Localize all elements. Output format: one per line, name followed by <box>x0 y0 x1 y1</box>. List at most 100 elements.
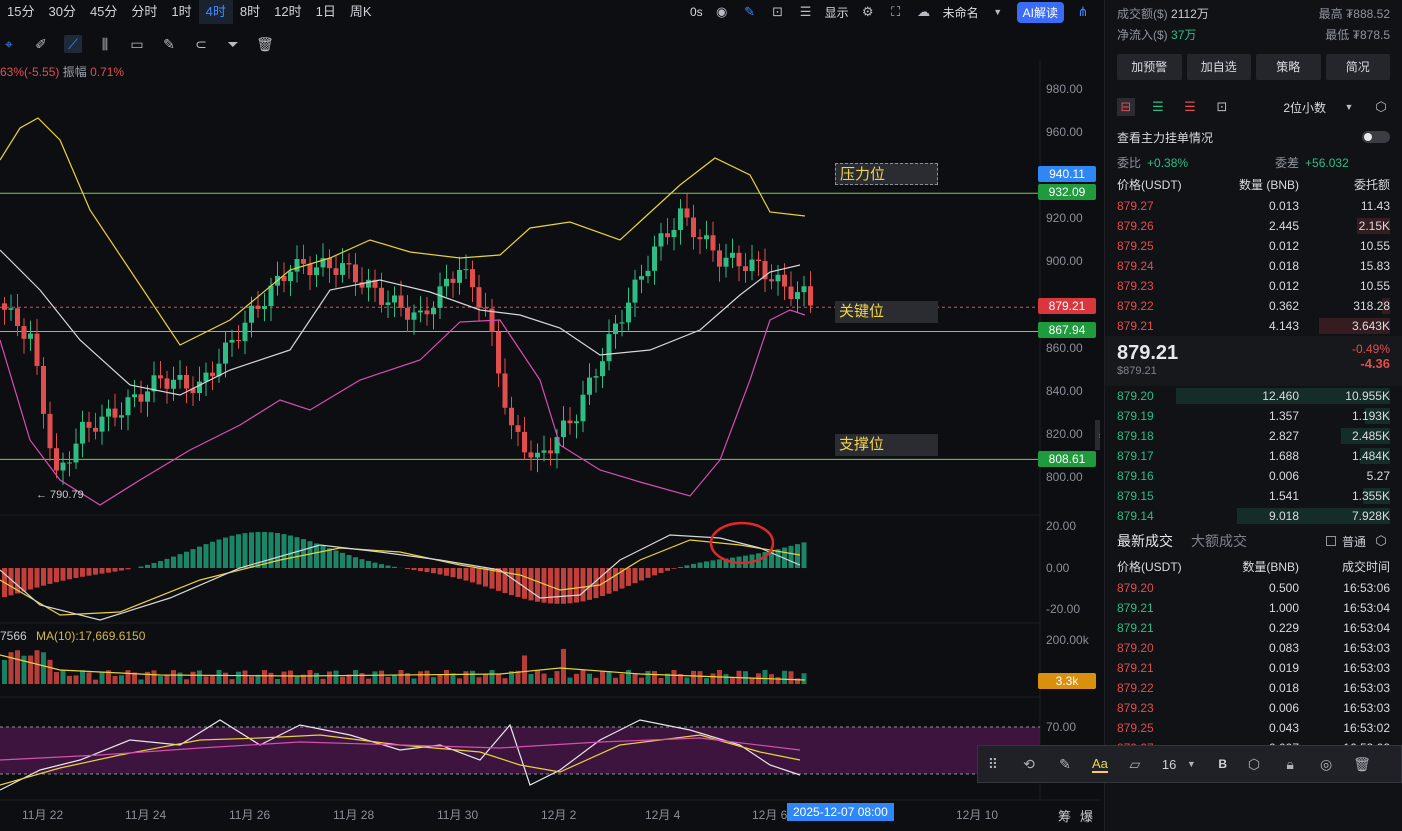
annotation-key-level[interactable]: 关键位 <box>835 301 938 323</box>
share-icon[interactable]: ⋔ <box>1077 4 1089 19</box>
filter-icon[interactable]: ⏷ <box>227 35 239 52</box>
orderbook-both-icon[interactable]: ⊟ <box>1117 98 1135 116</box>
tab-latest-trades[interactable]: 最新成交 <box>1117 533 1173 549</box>
liquidation-button[interactable]: 爆 <box>1080 809 1094 824</box>
ask-row[interactable]: 879.26 2.445 2.15K <box>1105 216 1402 236</box>
clipboard-icon[interactable]: ▭ <box>130 35 144 52</box>
main-orders-toggle[interactable] <box>1362 131 1390 143</box>
fullscreen-icon[interactable]: ⛶ <box>891 4 901 19</box>
ask-row[interactable]: 879.24 0.018 15.83 <box>1105 256 1402 276</box>
trend-line-icon[interactable]: ⟋ <box>64 35 82 53</box>
add-watchlist-button[interactable]: 加自选 <box>1186 54 1251 80</box>
font-size-select[interactable]: 16 <box>1161 756 1177 772</box>
weicha-value: +56.032 <box>1305 156 1349 170</box>
visibility-icon[interactable]: ◎ <box>1319 755 1333 772</box>
ai-interpret-button[interactable]: AI解读 <box>1016 1 1064 23</box>
list-icon[interactable]: ☰ <box>799 4 812 19</box>
display-button[interactable]: 显示 <box>824 5 849 20</box>
collapse-panel-handle[interactable]: › <box>1095 420 1100 450</box>
template-icon[interactable]: ⟲ <box>1023 755 1035 772</box>
ask-row[interactable]: 879.27 0.013 11.43 <box>1105 196 1402 216</box>
chevron-down-icon[interactable]: ▼ <box>1344 102 1354 112</box>
macd-histogram-bar <box>184 551 189 568</box>
text-color-button[interactable]: Aa <box>1092 755 1108 773</box>
trash-icon[interactable]: 🗑 <box>256 35 274 52</box>
add-alert-button[interactable]: 加预警 <box>1117 54 1182 80</box>
overview-button[interactable]: 简况 <box>1325 54 1390 80</box>
bid-row[interactable]: 879.18 2.827 2.485K <box>1105 426 1402 446</box>
ask-row[interactable]: 879.23 0.012 10.55 <box>1105 276 1402 296</box>
settings-icon[interactable]: ⬡ <box>1247 755 1261 772</box>
timeframe-12h[interactable]: 12时 <box>274 4 302 19</box>
macd-histogram-bar <box>47 568 53 584</box>
background-color-icon[interactable]: ▱ <box>1129 755 1141 772</box>
bid-row[interactable]: 879.20 12.460 10.955K <box>1105 386 1402 406</box>
timeframe-45m[interactable]: 45分 <box>89 4 118 19</box>
cloud-icon[interactable]: ☁ <box>917 4 931 19</box>
bid-row[interactable]: 879.16 0.006 5.27 <box>1105 466 1402 486</box>
ob-header-amount[interactable]: 委托额 <box>1353 178 1390 192</box>
orderbook-asks-icon[interactable]: ☰ <box>1184 99 1196 114</box>
edit-icon[interactable]: ✎ <box>163 35 175 52</box>
ob-qty: 4.143 <box>1268 319 1299 333</box>
bid-row[interactable]: 879.17 1.688 1.484K <box>1105 446 1402 466</box>
timeframe-8h[interactable]: 8时 <box>239 4 261 19</box>
candle-body <box>171 379 176 389</box>
main-orders-row[interactable]: 查看主力挂单情况 <box>1105 122 1402 152</box>
main-orders-link[interactable]: 查看主力挂单情况 <box>1117 130 1214 145</box>
settings-icon[interactable]: ⬡ <box>1375 533 1387 548</box>
normal-filter[interactable]: 普通 ⬡ <box>1325 532 1390 550</box>
timeframe-1w[interactable]: 周K <box>349 4 372 19</box>
checkbox-icon[interactable] <box>1325 536 1336 546</box>
bid-row[interactable]: 879.19 1.357 1.193K <box>1105 406 1402 426</box>
tab-large-trades[interactable]: 大额成交 <box>1191 533 1247 549</box>
annotation-resistance[interactable]: 压力位 <box>835 163 938 185</box>
edit-icon[interactable]: ✎ <box>1059 755 1071 772</box>
timeframe-15m[interactable]: 15分 <box>7 4 35 19</box>
timeframe-30m[interactable]: 30分 <box>48 4 76 19</box>
stat-value: 37万 <box>1171 28 1197 42</box>
add-drawing-icon[interactable]: ⊡ <box>772 4 784 19</box>
ruler-icon[interactable]: ✐ <box>35 35 47 52</box>
orderbook-bids-icon[interactable]: ☰ <box>1152 99 1164 114</box>
timeframe-4h[interactable]: 4时 <box>198 0 233 24</box>
ask-row[interactable]: 879.21 4.143 3.643K <box>1105 316 1402 336</box>
timeframe-timeshare[interactable]: 分时 <box>131 4 158 19</box>
ask-row[interactable]: 879.25 0.012 10.55 <box>1105 236 1402 256</box>
timeframe-1h[interactable]: 1时 <box>171 4 192 19</box>
cursor-icon[interactable]: ⌖ <box>5 35 13 52</box>
chart-area[interactable]: 15分 30分 45分 分时 1时 4时 8时 12时 1日 周K 0s ◉ ✎… <box>0 0 1100 831</box>
trade-row: 879.21 1.000 16:53:04 <box>1105 598 1402 618</box>
candlestick-chart[interactable] <box>0 0 1100 831</box>
layout-name-dropdown[interactable]: 未命名 <box>942 5 979 20</box>
chips-button[interactable]: 筹 <box>1058 809 1072 824</box>
settings-icon[interactable]: ⬡ <box>1375 99 1387 114</box>
lock-icon[interactable]: 🔒︎ <box>1286 755 1294 772</box>
ask-row[interactable]: 879.22 0.362 318.28 <box>1105 296 1402 316</box>
trash-icon[interactable]: 🗑︎ <box>1353 755 1371 772</box>
tr-header-qty[interactable]: 数量(BNB) <box>1242 560 1299 574</box>
annotation-support[interactable]: 支撑位 <box>835 434 938 456</box>
gear-icon[interactable]: ⚙ <box>861 4 874 19</box>
trades-icon[interactable]: ⊡ <box>1216 99 1228 114</box>
volume-bar <box>236 671 241 684</box>
candle-body <box>431 307 436 315</box>
magnet-icon[interactable]: ⊂ <box>195 35 207 52</box>
pen-icon[interactable]: ✎ <box>744 4 756 19</box>
chart-top-right-tools: 0s ◉ ✎ ⊡ ☰ 显示 ⚙ ⛶ ☁ 未命名 ▼ AI解读 ⋔ <box>690 0 1100 24</box>
bid-row[interactable]: 879.14 9.018 7.928K <box>1105 506 1402 526</box>
chevron-down-icon[interactable]: ▼ <box>993 7 1003 17</box>
volume-tag: 3.3k <box>1038 673 1096 689</box>
strategy-button[interactable]: 策略 <box>1256 54 1321 80</box>
bold-button[interactable]: B <box>1218 757 1228 771</box>
macd-histogram-bar <box>54 568 59 583</box>
timeframe-1d[interactable]: 1日 <box>315 4 336 19</box>
drag-handle-icon[interactable]: ⠿ <box>987 755 999 772</box>
macd-histogram-bar <box>574 568 579 603</box>
chevron-down-icon[interactable]: ▼ <box>1186 759 1196 769</box>
bid-row[interactable]: 879.15 1.541 1.355K <box>1105 486 1402 506</box>
decimal-select[interactable]: 2位小数 <box>1283 100 1326 115</box>
camera-icon[interactable]: ◉ <box>715 4 728 19</box>
candles-icon[interactable]: ⫼ <box>101 35 109 52</box>
macd-histogram-bar <box>294 537 300 568</box>
